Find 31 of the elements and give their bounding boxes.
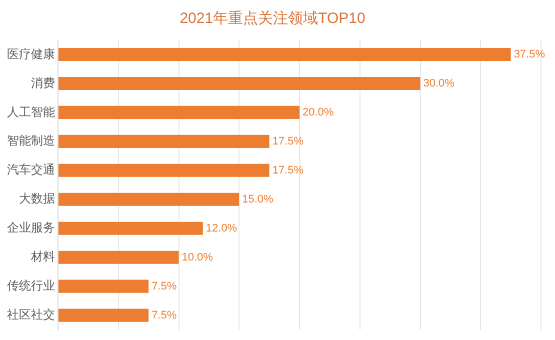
chart-title: 2021年重点关注领域TOP10: [180, 10, 366, 28]
data-label: 20.0%: [302, 106, 334, 118]
data-label: 10.0%: [182, 251, 214, 264]
bar: [58, 106, 300, 119]
bar: [58, 192, 240, 206]
data-label: 17.5%: [272, 164, 304, 176]
bar: [58, 48, 511, 62]
y-tick-label: 大数据: [19, 192, 55, 206]
data-label: 30.0%: [423, 78, 455, 90]
y-tick-label: 社区社交: [7, 308, 55, 322]
y-tick-label: 医疗健康: [7, 46, 55, 61]
data-label: 15.0%: [242, 193, 274, 206]
bar: [58, 250, 179, 264]
data-label: 17.5%: [272, 135, 304, 148]
bar: [58, 308, 149, 322]
data-label: 7.5%: [152, 280, 177, 292]
y-tick-label: 材料: [30, 250, 55, 264]
y-tick-label: 人工智能: [7, 104, 55, 119]
bar: [58, 76, 420, 90]
y-tick-label: 智能制造: [7, 134, 55, 148]
bar: [58, 280, 149, 293]
y-tick-label: 消费: [31, 76, 55, 90]
bar: [58, 134, 270, 148]
data-label: 7.5%: [152, 309, 177, 322]
y-tick-label: 传统行业: [7, 278, 55, 293]
y-tick-label: 汽车交通: [7, 162, 55, 177]
y-tick-label: 企业服务: [7, 220, 55, 235]
bar: [58, 164, 270, 177]
data-label: 37.5%: [514, 48, 546, 61]
data-label: 12.0%: [206, 222, 238, 234]
bar: [58, 222, 203, 235]
